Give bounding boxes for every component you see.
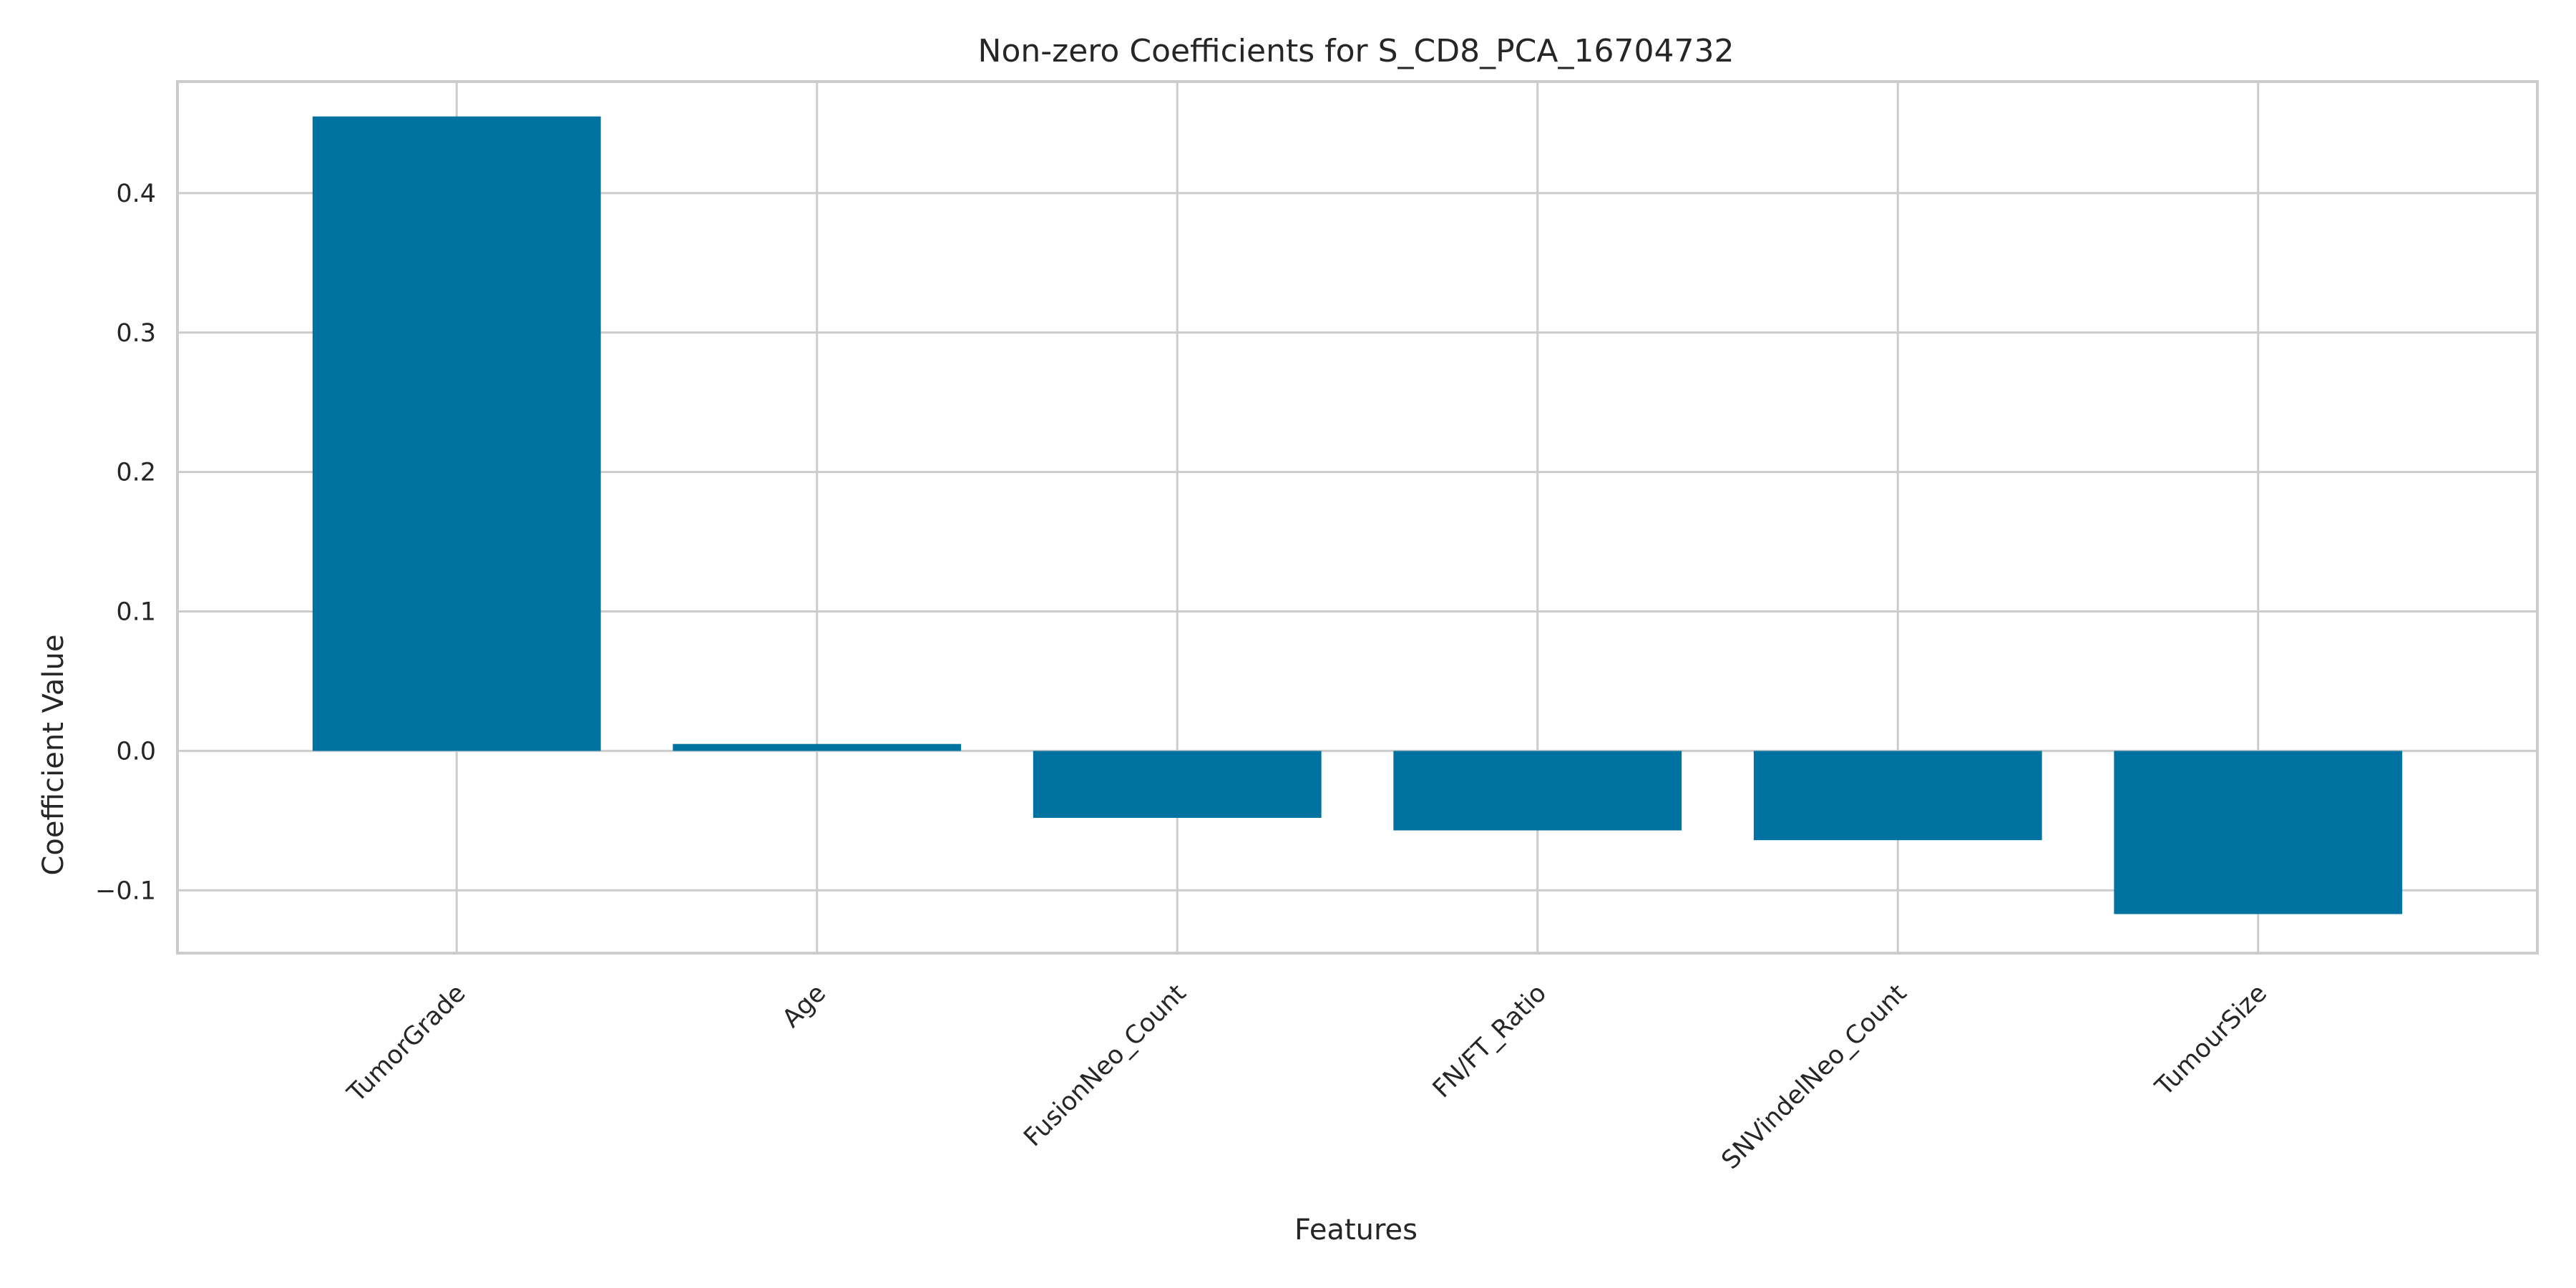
y-tick-label: −0.1 [95, 877, 156, 905]
bar-age [673, 743, 962, 751]
y-tick-label: 0.2 [116, 459, 156, 487]
plot-frame [176, 80, 2539, 955]
y-axis-label: Coefficient Value [37, 635, 70, 876]
y-tick-label: 0.4 [116, 180, 156, 208]
bar-fn-ft-ratio [1393, 751, 1682, 831]
bar-snvindelneo-count [1753, 751, 2042, 841]
bar-tumoursize [2114, 751, 2403, 914]
y-tick-labels: −0.1 0.0 0.1 0.2 0.3 0.4 [95, 180, 156, 905]
y-tick-label: 0.1 [116, 598, 156, 627]
bars [312, 116, 2403, 914]
bar-tumorgrade [312, 116, 601, 751]
bar-fusionneo-count [1033, 751, 1322, 818]
chart-title: Non-zero Coefficients for S_CD8_PCA_1670… [978, 33, 1735, 69]
y-tick-label: 0.0 [116, 737, 156, 766]
x-axis-label: Features [1294, 1214, 1418, 1246]
y-tick-label: 0.3 [116, 319, 156, 348]
